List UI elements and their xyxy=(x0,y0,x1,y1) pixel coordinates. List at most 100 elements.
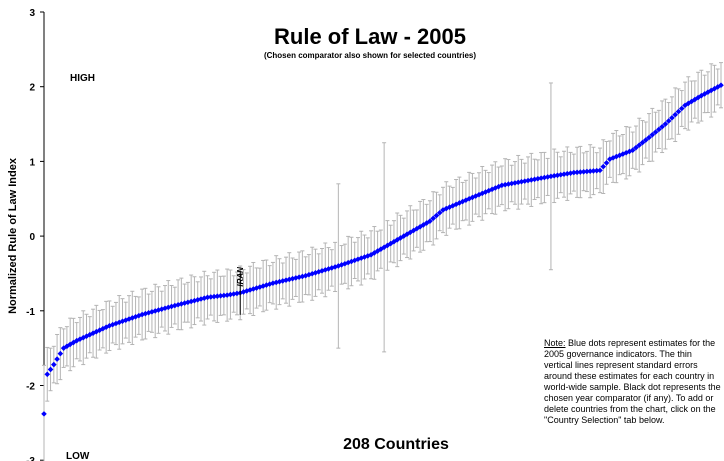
data-point xyxy=(191,297,198,304)
data-point xyxy=(433,212,440,219)
data-point xyxy=(701,91,708,97)
data-point xyxy=(198,296,204,302)
data-point xyxy=(44,371,51,378)
data-point xyxy=(142,310,149,317)
data-point xyxy=(469,194,476,201)
data-point xyxy=(266,281,273,287)
data-point xyxy=(139,311,145,318)
data-point xyxy=(302,272,309,279)
data-point xyxy=(263,282,270,288)
highlight-country-label: IRAN xyxy=(236,267,245,287)
data-point xyxy=(93,328,100,335)
data-point xyxy=(126,316,132,322)
data-point xyxy=(155,307,162,313)
data-point xyxy=(257,284,263,290)
data-point xyxy=(417,223,423,230)
data-point xyxy=(116,319,123,326)
data-point xyxy=(400,233,407,239)
data-point xyxy=(482,189,489,195)
data-point xyxy=(312,269,319,276)
y-tick-label: 1 xyxy=(29,157,35,168)
data-point xyxy=(427,218,433,224)
data-point xyxy=(136,312,142,319)
note-text: Blue dots represent estimates for the 20… xyxy=(544,338,721,425)
data-point xyxy=(149,309,155,315)
country-count-label: 208 Countries xyxy=(343,436,449,453)
data-point xyxy=(332,264,338,270)
data-point xyxy=(662,121,669,127)
data-point xyxy=(325,266,332,272)
data-point xyxy=(642,137,649,143)
data-points xyxy=(41,82,724,417)
data-point xyxy=(443,205,450,212)
data-point xyxy=(590,168,597,174)
data-point xyxy=(335,263,342,269)
data-point xyxy=(129,315,136,321)
error-bars xyxy=(42,62,723,461)
data-point xyxy=(466,195,472,202)
chart-note: Note: Blue dots represent estimates for … xyxy=(544,338,722,426)
data-point xyxy=(279,278,286,284)
data-point xyxy=(234,290,240,297)
data-point xyxy=(430,215,436,222)
data-point xyxy=(548,173,554,180)
data-point xyxy=(283,277,289,283)
data-point xyxy=(103,324,109,331)
data-point xyxy=(162,305,168,312)
data-point xyxy=(342,260,348,267)
data-point xyxy=(378,246,384,252)
data-point xyxy=(57,350,64,357)
data-point xyxy=(253,285,260,291)
data-point xyxy=(270,280,276,286)
data-point xyxy=(368,251,374,258)
data-point xyxy=(41,411,47,417)
data-point xyxy=(571,169,577,176)
data-point xyxy=(564,170,571,177)
data-point xyxy=(459,198,466,205)
data-point xyxy=(243,288,250,294)
data-point xyxy=(656,126,662,133)
data-point xyxy=(132,313,139,320)
data-point xyxy=(338,262,345,268)
data-point xyxy=(250,286,257,292)
data-point xyxy=(423,220,430,226)
data-point xyxy=(440,207,446,213)
data-point xyxy=(185,299,191,306)
y-tick-labels: 3 2 1 0 -1 -2 -3 xyxy=(26,8,35,461)
chart-subtitle: (Chosen comparator also shown for select… xyxy=(264,51,476,60)
data-point xyxy=(636,142,643,148)
data-point xyxy=(574,169,580,176)
data-point xyxy=(584,168,590,175)
data-point xyxy=(639,139,646,146)
data-point xyxy=(394,237,401,243)
data-point xyxy=(296,274,302,280)
data-point xyxy=(456,200,463,206)
data-point xyxy=(652,129,659,135)
data-point xyxy=(561,171,567,178)
data-point xyxy=(407,229,414,236)
data-point xyxy=(580,168,587,175)
data-point xyxy=(616,152,623,159)
data-point xyxy=(172,302,178,309)
data-point xyxy=(476,191,482,198)
data-point xyxy=(629,147,636,153)
data-point xyxy=(597,167,603,174)
data-point xyxy=(67,341,73,348)
data-point xyxy=(260,283,266,289)
data-point xyxy=(86,331,93,338)
y-tick-label: 3 xyxy=(29,8,35,19)
chart-title: Rule of Law - 2005 xyxy=(274,24,466,49)
data-point xyxy=(567,170,574,176)
data-point xyxy=(391,238,397,245)
data-point xyxy=(499,182,505,189)
data-point xyxy=(322,267,329,273)
data-point xyxy=(47,366,54,373)
data-point xyxy=(603,160,610,166)
data-point xyxy=(397,235,404,241)
data-point xyxy=(178,301,185,307)
y-tick-label: -1 xyxy=(26,307,35,318)
data-point xyxy=(718,82,724,89)
data-point xyxy=(485,187,492,194)
data-point xyxy=(436,209,443,216)
